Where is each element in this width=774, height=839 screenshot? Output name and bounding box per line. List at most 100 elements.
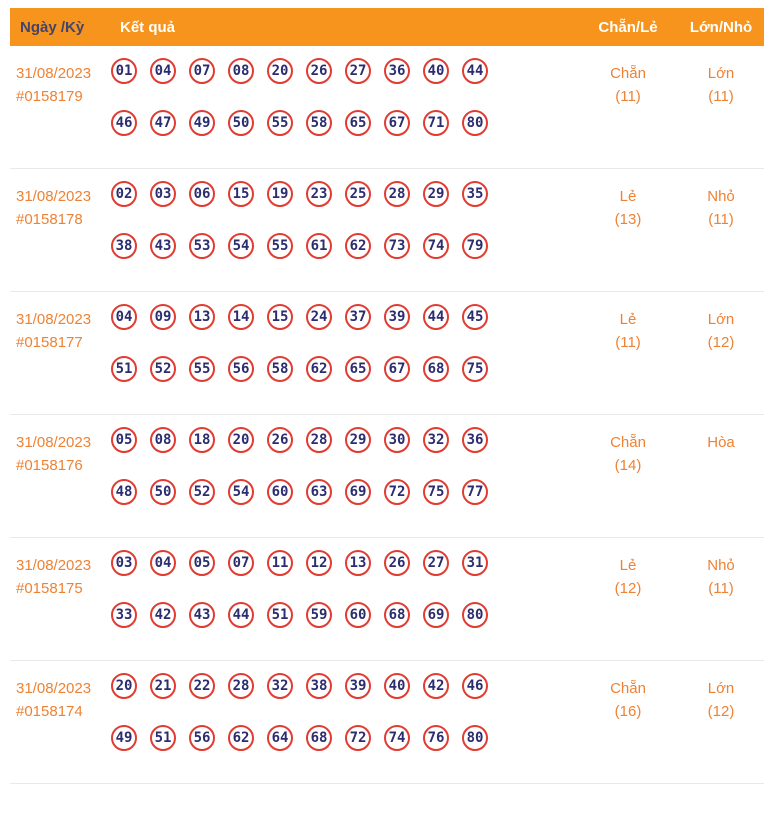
lottery-number-ball: 56 xyxy=(189,725,215,751)
lottery-number-ball: 24 xyxy=(306,304,332,330)
big-small-value: Lớn xyxy=(707,65,735,82)
lottery-number-ball: 05 xyxy=(111,427,137,453)
draw-date: 31/08/2023 xyxy=(16,680,92,697)
lottery-number-ball: 03 xyxy=(111,550,137,576)
big-small-cell: Nhỏ (11) xyxy=(678,550,764,628)
draw-date: 31/08/2023 xyxy=(16,434,92,451)
lottery-number-ball: 61 xyxy=(306,233,332,259)
lottery-number-ball: 40 xyxy=(423,58,449,84)
lottery-number-ball: 52 xyxy=(189,479,215,505)
even-odd-count: (16) xyxy=(614,703,642,720)
even-odd-count: (11) xyxy=(615,88,641,105)
even-odd-cell: Chẵn (16) xyxy=(578,673,678,751)
lottery-number-ball: 49 xyxy=(111,725,137,751)
header-col-result: Kết quả xyxy=(120,18,176,36)
draw-date-cell: 31/08/2023 #0158176 xyxy=(10,427,110,505)
big-small-count: (12) xyxy=(707,703,735,720)
lottery-number-ball: 74 xyxy=(384,725,410,751)
lottery-number-ball: 51 xyxy=(111,356,137,382)
even-odd-count: (11) xyxy=(615,334,641,351)
lottery-number-ball: 71 xyxy=(423,110,449,136)
lottery-number-ball: 75 xyxy=(462,356,488,382)
big-small-count: (12) xyxy=(707,334,735,351)
lottery-number-ball: 55 xyxy=(267,233,293,259)
even-odd-cell: Lẻ (13) xyxy=(578,181,678,259)
lottery-number-ball: 76 xyxy=(423,725,449,751)
result-row: 31/08/2023 #0158178 02 03 06 15 19 23 25 28 29 35… xyxy=(10,169,764,292)
lottery-number-ball: 52 xyxy=(150,356,176,382)
lottery-number-ball: 09 xyxy=(150,304,176,330)
lottery-number-ball: 65 xyxy=(345,110,371,136)
lottery-number-ball: 51 xyxy=(267,602,293,628)
lottery-number-ball: 62 xyxy=(306,356,332,382)
numbers-line-2: 46 47 49 50 55 58 65 67 71 80 xyxy=(110,110,578,136)
lottery-number-ball: 26 xyxy=(306,58,332,84)
big-small-count: (11) xyxy=(708,211,734,228)
result-row: 31/08/2023 #0158176 05 08 18 20 26 28 29 30 32 36… xyxy=(10,415,764,538)
lottery-number-ball: 32 xyxy=(423,427,449,453)
lottery-number-ball: 68 xyxy=(423,356,449,382)
even-odd-count: (13) xyxy=(614,211,642,228)
draw-date-cell: 31/08/2023 #0158178 xyxy=(10,181,110,259)
lottery-number-ball: 38 xyxy=(306,673,332,699)
lottery-number-ball: 07 xyxy=(228,550,254,576)
lottery-number-ball: 28 xyxy=(306,427,332,453)
lottery-number-ball: 08 xyxy=(228,58,254,84)
lottery-number-ball: 55 xyxy=(267,110,293,136)
lottery-number-ball: 14 xyxy=(228,304,254,330)
lottery-number-ball: 18 xyxy=(189,427,215,453)
lottery-number-ball: 62 xyxy=(228,725,254,751)
even-odd-value: Lẻ xyxy=(619,557,637,574)
draw-date-cell: 31/08/2023 #0158175 xyxy=(10,550,110,628)
draw-date-cell: 31/08/2023 #0158177 xyxy=(10,304,110,382)
lottery-number-ball: 05 xyxy=(189,550,215,576)
lottery-number-ball: 58 xyxy=(306,110,332,136)
header-col-date: Ngày /Kỳ xyxy=(20,18,85,36)
lottery-number-ball: 15 xyxy=(228,181,254,207)
draw-date: 31/08/2023 xyxy=(16,557,92,574)
lottery-number-ball: 44 xyxy=(228,602,254,628)
big-small-cell: Nhỏ (11) xyxy=(678,181,764,259)
lottery-number-ball: 20 xyxy=(111,673,137,699)
lottery-number-ball: 31 xyxy=(462,550,488,576)
numbers-line-1: 02 03 06 15 19 23 25 28 29 35 xyxy=(110,181,578,207)
numbers-cell: 02 03 06 15 19 23 25 28 29 35 38 43 53 54 55 61 62 73 74 7… xyxy=(110,181,578,259)
lottery-number-ball: 26 xyxy=(384,550,410,576)
draw-date: 31/08/2023 xyxy=(16,65,92,82)
lottery-number-ball: 39 xyxy=(384,304,410,330)
lottery-number-ball: 02 xyxy=(111,181,137,207)
big-small-count: (11) xyxy=(708,88,734,105)
numbers-cell: 03 04 05 07 11 12 13 26 27 31 33 42 43 44 51 59 60 68 69 8… xyxy=(110,550,578,628)
draw-id: #0158178 xyxy=(16,211,83,228)
lottery-number-ball: 39 xyxy=(345,673,371,699)
lottery-number-ball: 60 xyxy=(345,602,371,628)
lottery-number-ball: 36 xyxy=(462,427,488,453)
lottery-number-ball: 51 xyxy=(150,725,176,751)
lottery-number-ball: 15 xyxy=(267,304,293,330)
lottery-number-ball: 53 xyxy=(189,233,215,259)
lottery-number-ball: 63 xyxy=(306,479,332,505)
big-small-value: Lớn xyxy=(707,680,735,697)
lottery-number-ball: 46 xyxy=(462,673,488,699)
big-small-value: Nhỏ xyxy=(707,557,735,574)
lottery-number-ball: 28 xyxy=(384,181,410,207)
numbers-line-1: 04 09 13 14 15 24 37 39 44 45 xyxy=(110,304,578,330)
numbers-line-2: 48 50 52 54 60 63 69 72 75 77 xyxy=(110,479,578,505)
lottery-number-ball: 04 xyxy=(150,58,176,84)
numbers-cell: 04 09 13 14 15 24 37 39 44 45 51 52 55 56 58 62 65 67 68 7… xyxy=(110,304,578,382)
lottery-number-ball: 69 xyxy=(423,602,449,628)
even-odd-cell: Lẻ (11) xyxy=(578,304,678,382)
lottery-number-ball: 23 xyxy=(306,181,332,207)
lottery-number-ball: 27 xyxy=(345,58,371,84)
lottery-number-ball: 21 xyxy=(150,673,176,699)
lottery-number-ball: 19 xyxy=(267,181,293,207)
lottery-number-ball: 62 xyxy=(345,233,371,259)
numbers-line-1: 05 08 18 20 26 28 29 30 32 36 xyxy=(110,427,578,453)
lottery-number-ball: 55 xyxy=(189,356,215,382)
lottery-number-ball: 22 xyxy=(189,673,215,699)
lottery-number-ball: 67 xyxy=(384,110,410,136)
lottery-number-ball: 07 xyxy=(189,58,215,84)
even-odd-value: Chẵn xyxy=(610,434,646,451)
lottery-number-ball: 20 xyxy=(267,58,293,84)
draw-date: 31/08/2023 xyxy=(16,188,92,205)
